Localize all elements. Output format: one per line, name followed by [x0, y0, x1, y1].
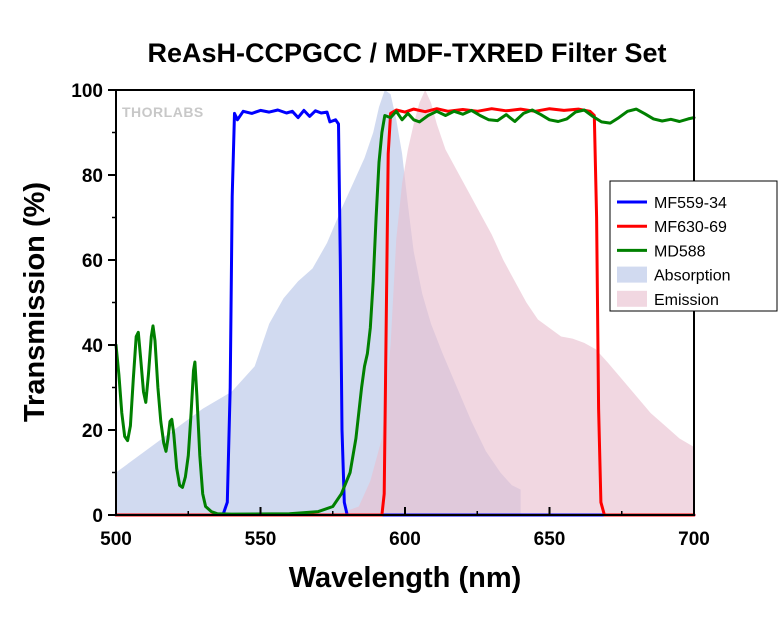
legend-swatch [617, 290, 647, 307]
x-tick-label: 700 [678, 529, 710, 550]
area-series [116, 90, 694, 515]
y-tick-label: 40 [82, 336, 103, 357]
x-tick-label: 550 [245, 529, 277, 550]
line-md588 [114, 107, 696, 516]
area-emission [338, 90, 694, 515]
y-tick-label: 20 [82, 421, 103, 442]
y-axis-label: Transmission (%) [19, 182, 51, 422]
x-axis-label: Wavelength (nm) [289, 562, 522, 594]
legend-label: MF630-69 [654, 219, 727, 236]
y-tick-label: 80 [82, 166, 103, 187]
legend-label: MF559-34 [654, 195, 727, 212]
watermark: THORLABS [122, 104, 204, 120]
legend: MF559-34 MF630-69 MD588 Absorption Emission [609, 180, 778, 312]
legend-label: Emission [654, 292, 719, 309]
axis-ticks: 500 550 600 650 700 0 20 40 60 80 100 [71, 81, 710, 550]
line-series [114, 107, 696, 517]
chart-title: ReAsH-CCPGCC / MDF-TXRED Filter Set [147, 38, 666, 68]
line-mf630-69 [114, 107, 696, 517]
legend-label: MD588 [654, 243, 706, 260]
legend-swatch [617, 266, 647, 283]
y-tick-label: 60 [82, 251, 103, 272]
x-tick-label: 600 [389, 529, 421, 550]
y-tick-label: 0 [92, 506, 103, 527]
line-mf559-34 [114, 108, 696, 517]
legend-label: Absorption [654, 268, 731, 285]
y-tick-label: 100 [71, 81, 103, 102]
x-tick-label: 650 [534, 529, 566, 550]
x-tick-label: 500 [100, 529, 132, 550]
